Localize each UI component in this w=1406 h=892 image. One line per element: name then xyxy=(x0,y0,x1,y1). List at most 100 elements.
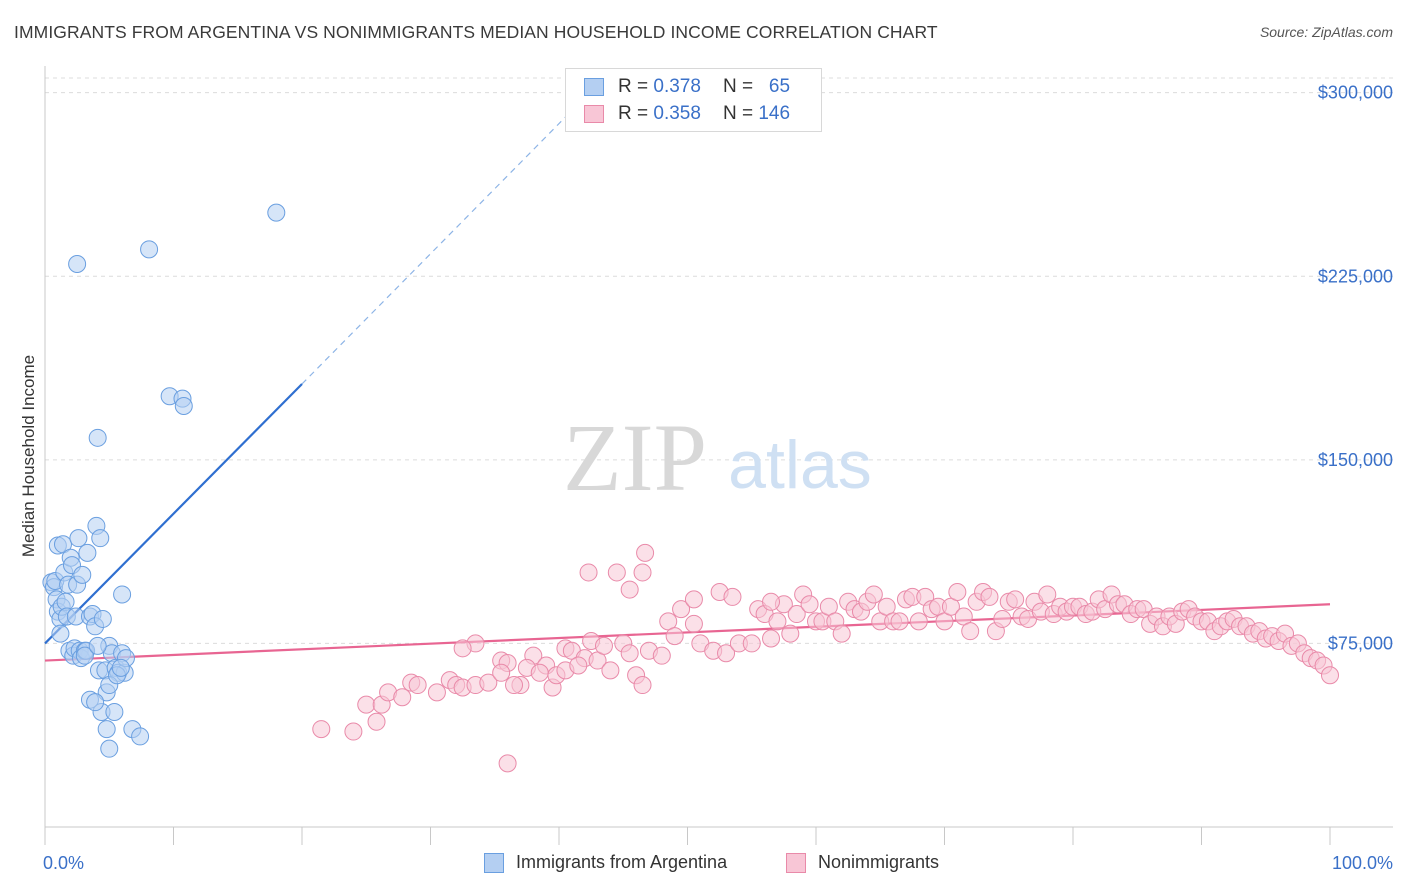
argentina-point xyxy=(73,565,92,584)
nonimmigrant-point xyxy=(762,629,781,648)
bottom-legend-label: Nonimmigrants xyxy=(818,852,940,872)
argentina-point xyxy=(78,543,97,562)
legend-r-value: 0.358 xyxy=(653,103,701,124)
argentina-point xyxy=(111,658,130,677)
argentina-point xyxy=(100,739,119,758)
legend-row-argentina: R = 0.378 N = 65 xyxy=(584,75,790,99)
x-tick-label-min: 0.0% xyxy=(43,853,84,873)
legend-r-label: R = xyxy=(618,103,649,124)
nonimmigrant-point xyxy=(993,609,1012,628)
argentina-point xyxy=(88,636,107,655)
nonimmigrant-point xyxy=(633,676,652,695)
nonimmigrant-point xyxy=(530,663,549,682)
argentina-point xyxy=(140,240,159,259)
nonimmigrant-point xyxy=(864,585,883,604)
nonimmigrant-point xyxy=(601,661,620,680)
nonimmigrant-point xyxy=(1038,585,1057,604)
legend-n-label: N = xyxy=(722,103,754,124)
watermark: ZIP atlas xyxy=(563,404,872,511)
argentina-point xyxy=(174,396,193,415)
nonimmigrant-point xyxy=(393,688,412,707)
nonimmigrant-point xyxy=(672,600,691,619)
nonimmigrant-point xyxy=(742,634,761,653)
bottom-swatch-blue xyxy=(484,852,504,873)
nonimmigrant-point xyxy=(633,563,652,582)
legend-swatch-blue xyxy=(584,78,604,96)
nonimmigrant-point xyxy=(717,644,736,663)
argentina-point xyxy=(97,720,116,739)
argentina-point xyxy=(131,727,150,746)
nonimmigrant-point xyxy=(498,754,517,773)
nonimmigrant-point xyxy=(787,605,806,624)
nonimmigrant-point xyxy=(1006,590,1025,609)
source-label: Source: ZipAtlas.com xyxy=(1259,24,1393,40)
bottom-legend-argentina: Immigrants from Argentina xyxy=(484,852,727,873)
legend-swatch-pink xyxy=(584,105,604,123)
argentina-point xyxy=(86,693,105,712)
nonimmigrant-point xyxy=(684,614,703,633)
bottom-swatch-pink xyxy=(786,852,806,873)
argentina-trend-extension xyxy=(301,97,586,385)
correlation-legend: R = 0.378 N = 65 R = 0.358 N = 146 xyxy=(565,68,822,132)
nonimmigrant-point xyxy=(762,592,781,611)
nonimmigrant-point xyxy=(948,583,967,602)
y-tick-label: $225,000 xyxy=(1318,266,1393,286)
watermark-zip: ZIP xyxy=(563,404,707,511)
y-tick-label: $75,000 xyxy=(1328,633,1393,653)
nonimmigrant-point xyxy=(427,683,446,702)
argentina-point xyxy=(91,529,110,548)
argentina-point xyxy=(93,609,112,628)
nonimmigrant-point xyxy=(781,624,800,643)
nonimmigrant-point xyxy=(723,587,742,606)
nonimmigrant-point xyxy=(453,639,472,658)
nonimmigrant-point xyxy=(479,673,498,692)
data-points xyxy=(42,203,1339,773)
argentina-point xyxy=(69,529,88,548)
nonimmigrant-point xyxy=(909,612,928,631)
nonimmigrant-point xyxy=(620,580,639,599)
y-axis-title: Median Household Income xyxy=(19,355,38,557)
nonimmigrant-point xyxy=(684,590,703,609)
nonimmigrant-point xyxy=(344,722,363,741)
legend-n-label: N = xyxy=(722,76,754,97)
argentina-point xyxy=(68,255,87,274)
bottom-legend-nonimmigrants: Nonimmigrants xyxy=(786,852,939,873)
nonimmigrant-point xyxy=(961,622,980,641)
legend-r-value: 0.378 xyxy=(653,76,701,97)
argentina-point xyxy=(75,646,94,665)
argentina-point xyxy=(53,535,72,554)
nonimmigrant-point xyxy=(768,612,787,631)
legend-n-value: 65 xyxy=(768,76,791,97)
nonimmigrant-point xyxy=(594,636,613,655)
nonimmigrant-point xyxy=(607,563,626,582)
argentina-trend-line xyxy=(44,383,303,645)
chart-title: IMMIGRANTS FROM ARGENTINA VS NONIMMIGRAN… xyxy=(14,22,938,42)
x-tick-label-max: 100.0% xyxy=(1332,853,1393,873)
legend-n-value: 146 xyxy=(758,103,791,124)
nonimmigrant-point xyxy=(652,646,671,665)
argentina-point xyxy=(113,585,132,604)
axes xyxy=(44,66,1393,845)
nonimmigrant-point xyxy=(800,595,819,614)
tick-labels: $75,000 $150,000 $225,000 $300,000 0.0% 100.0… xyxy=(43,83,1393,873)
nonimmigrant-point xyxy=(665,627,684,646)
nonimmigrant-point xyxy=(408,676,427,695)
nonimmigrant-point xyxy=(367,712,386,731)
nonimmigrant-point xyxy=(890,612,909,631)
nonimmigrant-point xyxy=(357,695,376,714)
nonimmigrant-trend-line xyxy=(44,603,1331,662)
nonimmigrant-point xyxy=(579,563,598,582)
argentina-point xyxy=(105,702,124,721)
y-tick-label: $300,000 xyxy=(1318,83,1393,103)
argentina-point xyxy=(267,203,286,222)
y-tick-label: $150,000 xyxy=(1318,450,1393,470)
gridlines xyxy=(45,77,1393,644)
nonimmigrant-point xyxy=(636,543,655,562)
watermark-atlas: atlas xyxy=(728,427,872,503)
argentina-point xyxy=(88,428,107,447)
trend-lines xyxy=(44,97,1331,662)
nonimmigrant-point xyxy=(505,676,524,695)
nonimmigrant-point xyxy=(980,587,999,606)
nonimmigrant-point xyxy=(492,663,511,682)
